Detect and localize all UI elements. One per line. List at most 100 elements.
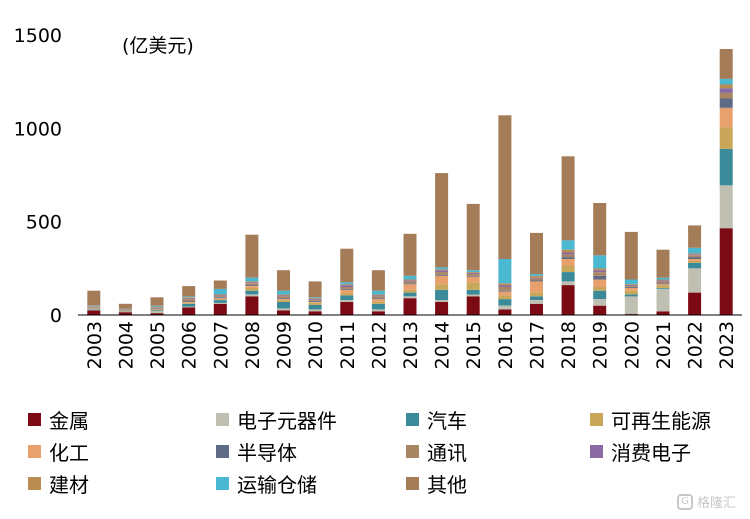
bar-segment [624, 294, 638, 297]
bar-segment [688, 247, 702, 254]
legend-label: 可再生能源 [611, 408, 711, 433]
bar-segment [182, 302, 196, 304]
bar-stack-2015 [466, 203, 480, 315]
bar-segment [308, 304, 322, 310]
bar-segment [213, 295, 227, 297]
bar-segment [245, 281, 259, 283]
bar-segment [688, 259, 702, 261]
bar-segment [403, 283, 417, 285]
bar-segment [561, 257, 575, 259]
legend-item: 消费电子 [590, 436, 691, 466]
x-tick-label: 2005 [147, 321, 169, 369]
bar-stack-2004 [118, 303, 132, 315]
bar-segment [403, 284, 417, 290]
bar-segment [561, 285, 575, 315]
bar-segment [561, 252, 575, 255]
bar-stack-2023 [719, 49, 733, 315]
bar-segment [435, 301, 449, 315]
legend-label: 建材 [49, 472, 89, 497]
bar-segment [245, 290, 259, 295]
bar-segment [277, 308, 290, 311]
y-tick-label: 500 [26, 212, 62, 234]
bar-segment [466, 289, 480, 295]
y-tick-label: 1500 [14, 25, 62, 47]
bar-stack-2005 [150, 297, 164, 315]
bar-segment [308, 281, 322, 298]
bar-segment [340, 301, 354, 315]
bar-segment [213, 296, 227, 298]
x-tick-label: 2018 [558, 321, 580, 369]
bar-segment [245, 282, 259, 284]
bar-segment [371, 294, 385, 296]
bar-segment [719, 185, 733, 229]
x-tick-label: 2017 [527, 321, 549, 369]
bar-stack-2019 [593, 203, 607, 315]
x-tick-label: 2021 [653, 321, 675, 369]
bar-segment [118, 303, 132, 309]
bar-stack-2007 [213, 280, 227, 315]
bar-segment [340, 284, 354, 286]
x-tick-label: 2019 [590, 321, 612, 369]
bar-stack-2008 [245, 234, 259, 315]
bar-segment [435, 289, 449, 301]
bar-segment [466, 294, 480, 297]
bar-segment [245, 286, 259, 288]
bar-segment [435, 173, 449, 268]
bar-segment [277, 295, 290, 297]
bar-segment [656, 285, 670, 288]
bar-segment [371, 270, 385, 291]
bar-segment [466, 272, 480, 273]
bar-segment [245, 285, 259, 286]
bar-segment [340, 289, 354, 294]
bar-segment [371, 309, 385, 312]
bar-segment [624, 284, 638, 286]
bar-segment [340, 295, 354, 301]
bar-segment [403, 233, 417, 276]
legend-label: 通讯 [427, 440, 467, 465]
bar-segment [182, 298, 196, 300]
bar-segment [656, 287, 670, 289]
x-tick-label: 2006 [179, 321, 201, 369]
bar-segment [498, 305, 512, 310]
bars [87, 49, 733, 315]
legend-label: 化工 [49, 440, 89, 465]
bar-segment [593, 287, 607, 291]
bar-segment [656, 281, 670, 284]
bar-segment [530, 232, 543, 274]
bar-stack-2022 [688, 225, 702, 315]
bar-stack-2018 [561, 156, 575, 315]
y-tick-label: 0 [50, 305, 62, 327]
x-tick-label: 2013 [400, 321, 422, 369]
bar-segment [371, 301, 385, 304]
bar-segment [498, 299, 512, 306]
legend-item: 建材 [28, 468, 89, 498]
bar-segment [530, 275, 543, 278]
legend-item: 半导体 [216, 436, 297, 466]
bar-segment [593, 272, 607, 276]
bar-segment [213, 300, 227, 303]
bar-segment [245, 234, 259, 278]
bar-segment [593, 290, 607, 300]
bar-segment [371, 311, 385, 315]
bar-segment [213, 298, 227, 300]
bar-segment [688, 255, 702, 258]
bar-segment [308, 302, 322, 305]
bar-segment [150, 311, 164, 314]
bar-segment [150, 305, 164, 307]
bar-segment [498, 295, 512, 300]
bar-segment [561, 240, 575, 250]
bar-stack-2017 [530, 232, 543, 315]
bar-segment [403, 289, 417, 293]
bar-segment [87, 310, 101, 315]
bar-segment [371, 299, 385, 302]
bar-segment [213, 299, 227, 300]
bar-segment [182, 303, 196, 307]
x-tick-label: 2016 [495, 321, 517, 369]
bar-segment [213, 303, 227, 315]
y-axis: 0 500 1000 1500 [14, 25, 62, 327]
bar-segment [530, 278, 543, 281]
x-tick-label: 2014 [432, 321, 454, 369]
watermark-text: 格隆汇 [696, 496, 736, 511]
bar-segment [593, 299, 607, 306]
bar-segment [403, 292, 417, 297]
